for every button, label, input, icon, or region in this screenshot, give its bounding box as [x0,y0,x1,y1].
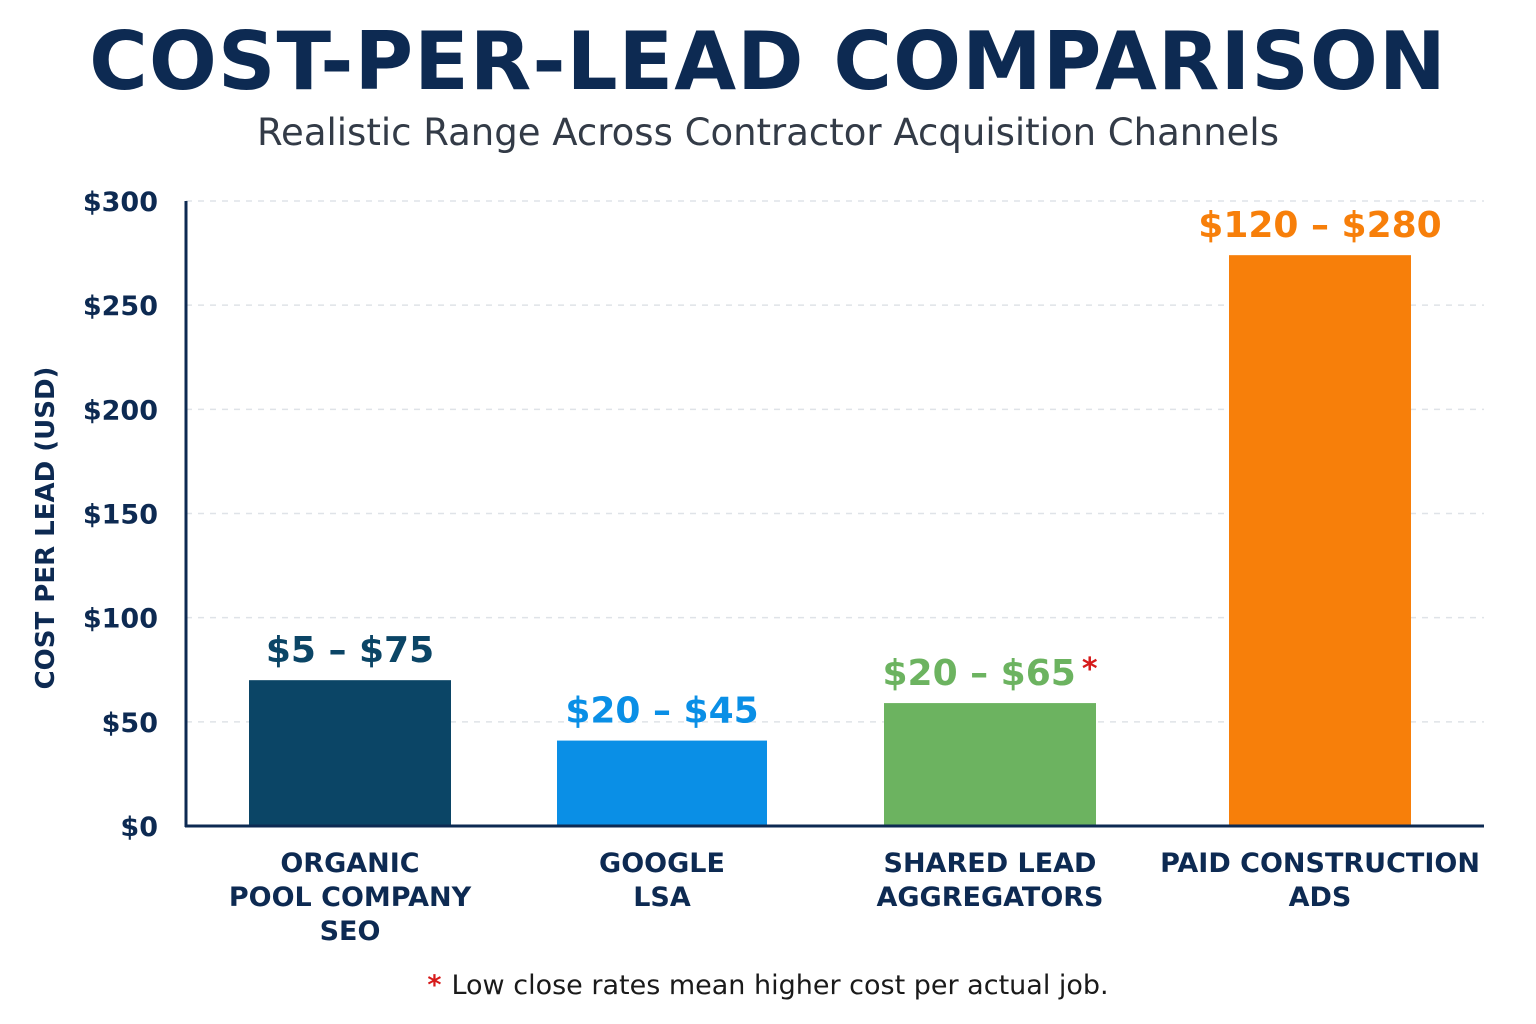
y-tick-label: $300 [83,187,158,218]
data-label-marker: * [1082,652,1098,687]
data-label: $120 – $280 [1198,205,1441,246]
x-tick-label: ORGANIC [280,848,419,879]
data-label: $20 – $65 * [882,652,1097,694]
x-tick-label: GOOGLE [599,848,725,879]
bar [249,680,451,826]
data-label: $20 – $45 [565,691,758,732]
y-tick-label: $0 [120,812,158,843]
y-tick-label: $200 [83,395,158,426]
y-tick-label: $250 [83,291,158,322]
x-tick-label: LSA [633,882,691,913]
x-tick-label: SHARED LEAD [884,848,1097,879]
data-label: $5 – $75 [266,630,434,671]
x-tick-label: ADS [1289,882,1352,913]
x-tick-label: POOL COMPANY [229,882,472,913]
x-tick-label: SEO [320,916,381,947]
x-tick-label: AGGREGATORS [876,882,1103,913]
chart-subtitle: Realistic Range Across Contractor Acquis… [257,111,1279,154]
footnote: * Low close rates mean higher cost per ac… [0,966,1536,1006]
bar [1229,255,1411,826]
x-tick-label: PAID CONSTRUCTION [1160,848,1480,879]
y-tick-label: $150 [83,500,158,531]
chart-title: COST-PER-LEAD COMPARISON [89,15,1447,108]
bar [884,703,1096,826]
footnote-text: Low close rates mean higher cost per act… [451,970,1109,1001]
y-tick-label: $100 [83,604,158,635]
y-tick-label: $50 [102,708,158,739]
bar [557,740,767,826]
footnote-marker: * [427,970,442,1001]
y-axis-title: COST PER LEAD (USD) [31,367,61,690]
